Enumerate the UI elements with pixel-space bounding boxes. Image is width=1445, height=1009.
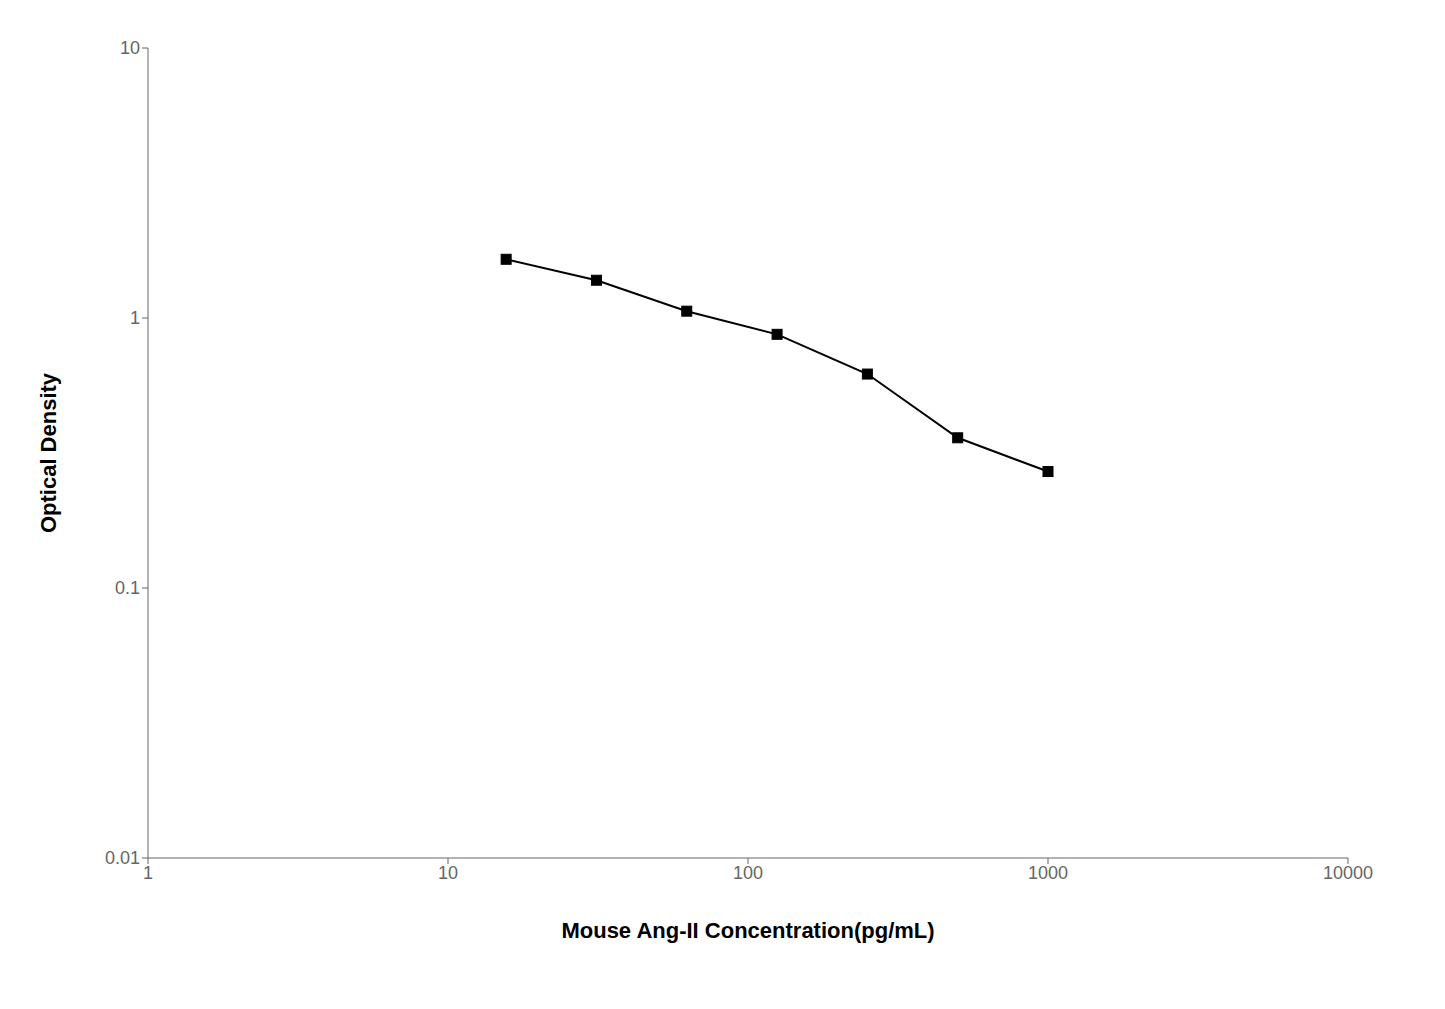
- svg-text:10000: 10000: [1323, 863, 1373, 883]
- svg-text:1000: 1000: [1028, 863, 1068, 883]
- svg-text:0.1: 0.1: [115, 578, 140, 598]
- svg-text:Optical Density: Optical Density: [36, 372, 61, 533]
- svg-text:1: 1: [143, 863, 153, 883]
- svg-text:Mouse Ang-II Concentration(pg/: Mouse Ang-II Concentration(pg/mL): [561, 918, 934, 943]
- svg-text:10: 10: [120, 38, 140, 58]
- svg-text:100: 100: [733, 863, 763, 883]
- svg-text:0.01: 0.01: [105, 848, 140, 868]
- svg-text:1: 1: [130, 308, 140, 328]
- svg-text:10: 10: [438, 863, 458, 883]
